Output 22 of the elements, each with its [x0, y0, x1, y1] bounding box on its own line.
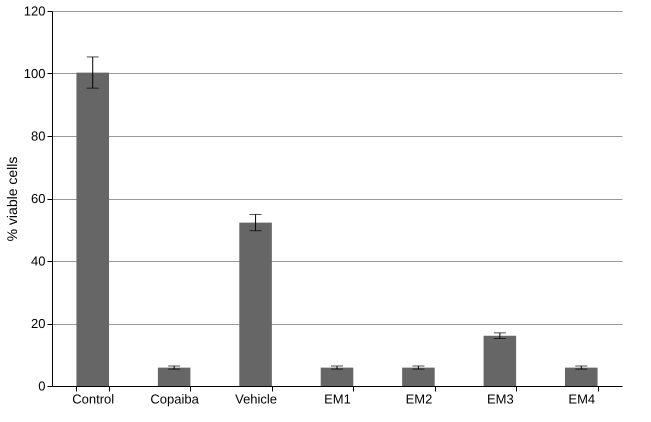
x-tick-label: EM3: [486, 392, 514, 406]
y-tick-label: 20: [31, 316, 46, 331]
x-tick-label: Copaiba: [150, 392, 200, 406]
bar: [76, 72, 109, 386]
y-tick-label: 100: [24, 66, 46, 81]
x-tick-label: Vehicle: [235, 392, 278, 406]
y-tick-label: 0: [38, 378, 46, 394]
x-tick-label: EM4: [568, 392, 596, 406]
x-tick-label: EM2: [406, 392, 432, 406]
bar: [484, 336, 516, 386]
bar: [239, 222, 272, 386]
bar: [320, 368, 354, 386]
bar: [565, 368, 598, 386]
x-tick-label: EM1: [324, 392, 351, 406]
y-tick-label: 40: [31, 254, 46, 268]
y-tick-label: 80: [31, 128, 46, 144]
y-axis-title: % viable cells: [4, 156, 20, 242]
y-tick-label: 120: [24, 4, 46, 18]
x-tick-label: Control: [72, 392, 114, 406]
y-tick-label: 60: [31, 191, 46, 206]
bar: [402, 368, 435, 386]
bar: [158, 368, 190, 386]
